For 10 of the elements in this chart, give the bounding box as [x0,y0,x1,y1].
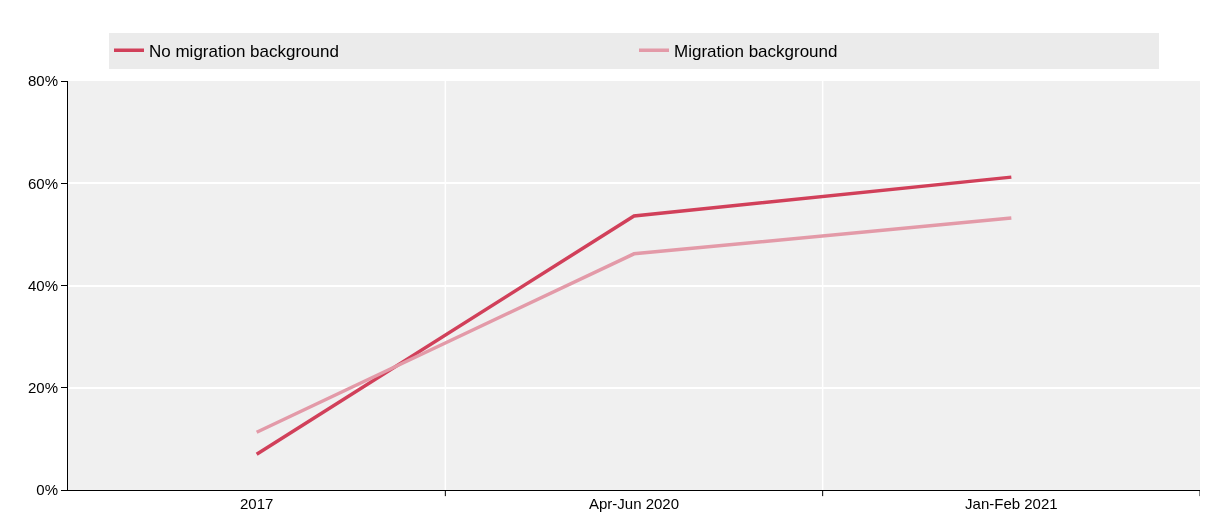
x-tick-label: 2017 [239,495,274,512]
x-tick-label: Apr-Jun 2020 [588,495,680,512]
y-tick-label: 80% [27,72,58,90]
x-tick-label: Jan-Feb 2021 [965,495,1058,512]
y-tick-label: 40% [27,276,58,294]
y-tick-label: 20% [27,379,58,396]
legend-label: No migration background [149,41,339,61]
y-tick-label: 0% [36,481,58,499]
legend-label: Migration background [674,41,838,61]
y-tick-label: 60% [27,174,58,192]
